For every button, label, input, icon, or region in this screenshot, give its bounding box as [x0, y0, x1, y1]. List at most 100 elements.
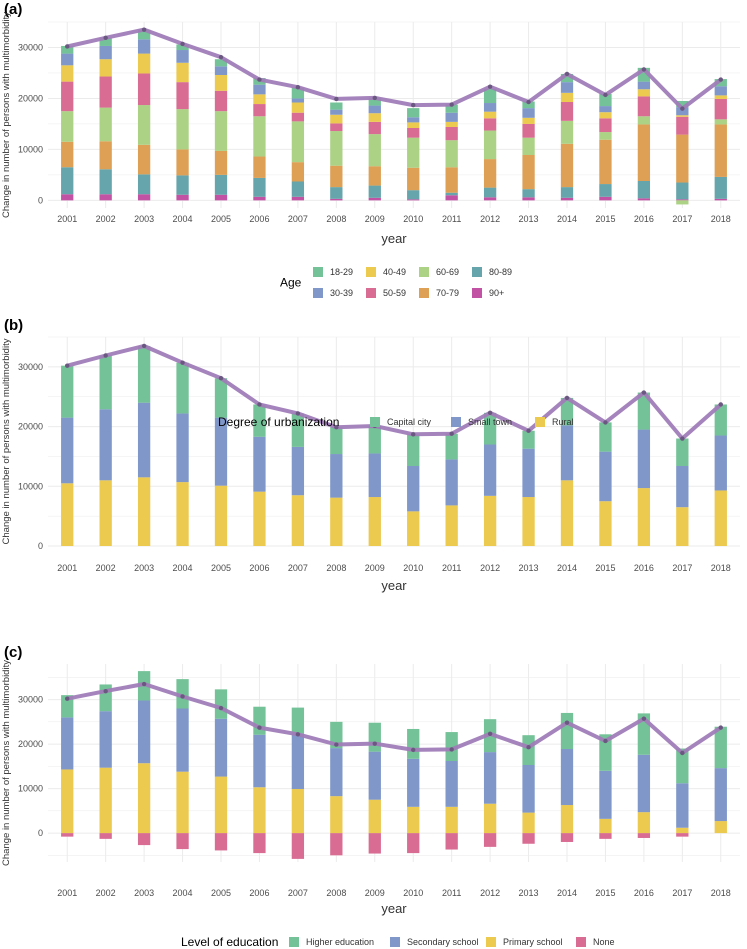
x-axis-label: year: [381, 578, 407, 593]
bar-secondary-school-2008: [330, 748, 343, 797]
bar-30-39-2016: [637, 81, 651, 90]
bar-none-2001: [61, 833, 74, 837]
x-tick-label: 2006: [249, 563, 269, 573]
bar-40-49-2008: [330, 114, 343, 124]
bar-40-49-2007: [291, 102, 305, 113]
bar-80-89-2018: [714, 176, 727, 199]
total-point-2011: [449, 747, 454, 752]
bar-secondary-school-2006: [253, 734, 266, 788]
panel-c: (c) 0 10000 20000 30000 2001 2002 2003 2004 2005 2…: [1, 644, 740, 949]
y-tick-label: 10000: [18, 144, 43, 154]
bar-18-29-2008: [330, 102, 343, 110]
x-tick-label: 2003: [134, 888, 154, 898]
total-point-2004: [180, 41, 185, 47]
total-point-2012: [487, 410, 493, 416]
bar-none-2005: [214, 833, 228, 851]
bar-40-49-2003: [137, 53, 151, 74]
bar-40-49-2010: [407, 122, 420, 128]
bar-none-2012: [483, 833, 497, 847]
bar-90--2001: [61, 194, 74, 201]
x-axis-label: year: [381, 231, 407, 246]
bar-90--2015: [599, 196, 612, 201]
bar-rural-2010: [407, 511, 420, 546]
x-tick-label: 2014: [557, 214, 577, 224]
bar-primary-school-2013: [522, 812, 535, 834]
bar-higher-education-2001: [61, 695, 74, 718]
bar-30-39-2006: [253, 84, 266, 95]
bar-rural-2004: [176, 482, 189, 546]
legend-label: 80-89: [489, 267, 512, 277]
bar-18-29-2005: [214, 59, 228, 67]
x-tick-label: 2010: [403, 888, 423, 898]
total-point-2008: [334, 742, 339, 747]
total-point-2017: [680, 436, 685, 441]
bar-80-89-2008: [330, 187, 343, 199]
x-tick-label: 2002: [96, 214, 116, 224]
total-point-2007: [295, 732, 301, 737]
total-point-2005: [218, 54, 224, 60]
bar-70-79-2004: [176, 149, 189, 176]
x-tick-label: 2018: [711, 563, 731, 573]
bar-rural-2014: [560, 480, 574, 546]
bar-80-89-2006: [253, 177, 266, 197]
bar-30-39-2014: [560, 82, 574, 93]
bar-small-town-2011: [445, 459, 458, 506]
legend-swatch: [535, 417, 545, 427]
bar-80-89-2016: [637, 180, 651, 199]
legend-swatch: [472, 267, 482, 277]
bar-90--2016: [637, 198, 651, 201]
bar-90--2017: [676, 199, 689, 201]
x-tick-label: 2004: [173, 563, 193, 573]
y-tick-label: 20000: [18, 93, 43, 103]
bar-80-89-2004: [176, 175, 189, 195]
bar-rural-2013: [522, 497, 535, 546]
legend-title: Age: [280, 276, 302, 290]
total-point-2016: [641, 67, 647, 72]
bar-70-79-2013: [522, 155, 535, 190]
total-point-2014: [564, 720, 570, 725]
bar-capital-city-2004: [176, 362, 189, 414]
total-point-2014: [564, 71, 570, 77]
y-tick-label: 20000: [18, 422, 43, 432]
bar-60-69-2004: [176, 109, 189, 150]
x-tick-label: 2018: [711, 214, 731, 224]
x-tick-label: 2007: [288, 214, 308, 224]
total-point-2002: [103, 35, 108, 40]
bar-capital-city-2016: [637, 392, 651, 430]
legend-label: Primary school: [503, 937, 563, 947]
x-tick-label: 2007: [288, 563, 308, 573]
bar-secondary-school-2011: [445, 760, 458, 807]
x-tick-label: 2008: [326, 214, 346, 224]
bar-primary-school-2017: [676, 827, 689, 834]
x-axis-label: year: [381, 901, 407, 916]
bar-70-79-2005: [214, 150, 228, 175]
x-tick-label: 2008: [326, 888, 346, 898]
bar-primary-school-2004: [176, 771, 189, 834]
bars: [61, 345, 727, 546]
bar-rural-2009: [368, 497, 381, 546]
legend-swatch: [390, 937, 400, 947]
total-point-2007: [295, 85, 301, 90]
bar-60-69-2013: [522, 137, 535, 156]
x-tick-label: 2013: [519, 888, 539, 898]
legend-label: Small town: [468, 417, 512, 427]
bar-primary-school-2018: [714, 821, 727, 834]
total-line: [65, 344, 723, 441]
bar-50-59-2001: [61, 81, 74, 112]
bar-90--2004: [176, 194, 189, 201]
y-tick-label: 30000: [18, 42, 43, 52]
bar-higher-education-2006: [253, 706, 266, 735]
legend-title: Level of education: [181, 935, 278, 949]
x-tick-label: 2004: [173, 888, 193, 898]
total-point-2006: [257, 77, 262, 82]
bar-40-49-2012: [483, 111, 497, 119]
total-point-2013: [526, 745, 531, 750]
bar-rural-2001: [61, 483, 74, 546]
bar-90--2006: [253, 196, 266, 201]
bar-90--2010: [407, 199, 420, 201]
bar-60-69-2006: [253, 116, 266, 157]
bar-18-29-2011: [445, 104, 458, 113]
bar-80-89-2015: [599, 184, 612, 197]
legend-label: 60-69: [436, 267, 459, 277]
bar-70-79-2001: [61, 141, 74, 168]
